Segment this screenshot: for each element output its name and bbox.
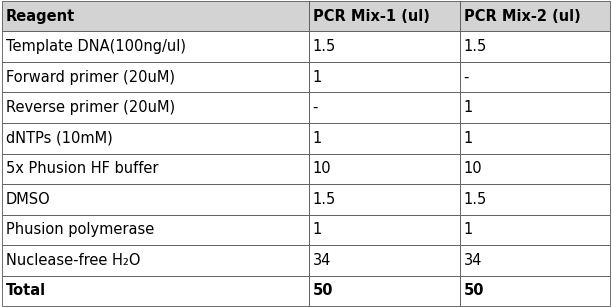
Text: 1.5: 1.5 — [313, 192, 336, 207]
Bar — [2, 276, 309, 306]
Bar — [460, 276, 610, 306]
Text: PCR Mix-2 (ul): PCR Mix-2 (ul) — [463, 9, 580, 24]
Bar — [309, 123, 460, 154]
Text: -: - — [313, 100, 318, 115]
Text: Forward primer (20uM): Forward primer (20uM) — [6, 70, 174, 85]
Text: 1: 1 — [313, 131, 322, 146]
Text: 10: 10 — [313, 161, 331, 176]
Bar — [2, 1, 309, 31]
Bar — [460, 1, 610, 31]
Bar — [309, 276, 460, 306]
Bar — [309, 154, 460, 184]
Bar — [2, 154, 309, 184]
Bar — [460, 62, 610, 92]
Bar — [309, 92, 460, 123]
Bar — [2, 215, 309, 245]
Text: Nuclease-free H₂O: Nuclease-free H₂O — [6, 253, 140, 268]
Bar — [460, 154, 610, 184]
Text: 1.5: 1.5 — [463, 39, 487, 54]
Bar — [2, 31, 309, 62]
Bar — [460, 123, 610, 154]
Text: 1: 1 — [463, 222, 473, 237]
Text: 5x Phusion HF buffer: 5x Phusion HF buffer — [6, 161, 158, 176]
Text: 34: 34 — [463, 253, 482, 268]
Text: Reverse primer (20uM): Reverse primer (20uM) — [6, 100, 174, 115]
Text: 10: 10 — [463, 161, 482, 176]
Text: DMSO: DMSO — [6, 192, 50, 207]
Text: 1.5: 1.5 — [463, 192, 487, 207]
Bar — [460, 245, 610, 276]
Bar — [460, 215, 610, 245]
Text: dNTPs (10mM): dNTPs (10mM) — [6, 131, 112, 146]
Text: -: - — [463, 70, 469, 85]
Bar — [2, 245, 309, 276]
Text: 1: 1 — [313, 222, 322, 237]
Text: Reagent: Reagent — [6, 9, 75, 24]
Text: 1: 1 — [463, 131, 473, 146]
Text: 1: 1 — [463, 100, 473, 115]
Bar — [460, 184, 610, 215]
Bar — [2, 92, 309, 123]
Text: 50: 50 — [463, 283, 484, 298]
Text: PCR Mix-1 (ul): PCR Mix-1 (ul) — [313, 9, 430, 24]
Text: Total: Total — [6, 283, 46, 298]
Bar — [2, 123, 309, 154]
Text: 1.5: 1.5 — [313, 39, 336, 54]
Bar — [460, 31, 610, 62]
Bar — [309, 215, 460, 245]
Text: 50: 50 — [313, 283, 333, 298]
Text: Template DNA(100ng/ul): Template DNA(100ng/ul) — [6, 39, 185, 54]
Bar — [309, 1, 460, 31]
Bar — [309, 62, 460, 92]
Bar — [2, 184, 309, 215]
Bar — [309, 31, 460, 62]
Text: 34: 34 — [313, 253, 331, 268]
Text: 1: 1 — [313, 70, 322, 85]
Bar — [2, 62, 309, 92]
Bar — [309, 184, 460, 215]
Bar — [309, 245, 460, 276]
Bar — [460, 92, 610, 123]
Text: Phusion polymerase: Phusion polymerase — [6, 222, 154, 237]
